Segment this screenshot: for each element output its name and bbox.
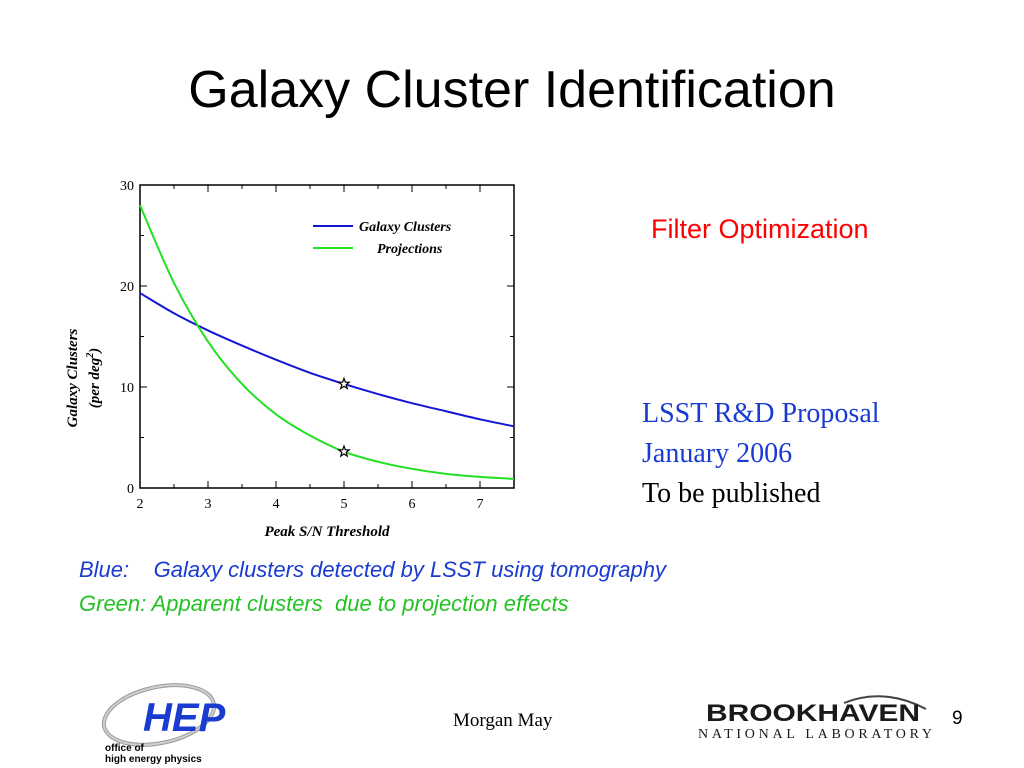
- y-tick-label: 20: [120, 280, 134, 295]
- brookhaven-logo-sub: NATIONAL LABORATORY: [698, 727, 932, 742]
- hep-logo-line2: high energy physics: [105, 754, 202, 765]
- y-axis-unit-label: (per deg2): [85, 348, 103, 408]
- x-tick-label: 5: [341, 497, 348, 512]
- legend-label: Projections: [377, 242, 443, 257]
- x-axis-label: Peak S/N Threshold: [264, 524, 390, 540]
- y-tick-label: 30: [120, 179, 134, 194]
- author-name: Morgan May: [453, 710, 553, 731]
- brookhaven-logo: BROOKHAVEN NATIONAL LABORATORY: [698, 695, 932, 742]
- x-tick-label: 3: [205, 497, 212, 512]
- hep-logo-mark: HEP: [143, 696, 226, 740]
- x-tick-label: 7: [477, 497, 484, 512]
- publication-info: LSST R&D Proposal January 2006 To be pub…: [642, 394, 880, 514]
- series-line-projections: [139, 204, 515, 480]
- caption-blue: Blue: Galaxy clusters detected by LSST u…: [79, 557, 666, 582]
- x-tick-label: 6: [409, 497, 416, 512]
- date-line: January 2006: [642, 438, 793, 469]
- page-number: 9: [952, 708, 963, 729]
- status-line: To be published: [642, 478, 821, 509]
- star-marker: [337, 444, 351, 458]
- y-tick-label: 0: [127, 482, 134, 497]
- x-tick-label: 2: [137, 497, 144, 512]
- legend-label: Galaxy Clusters: [359, 220, 452, 235]
- star-marker: [337, 376, 351, 390]
- slide-title: Galaxy Cluster Identification: [188, 61, 836, 119]
- plot-frame: [139, 184, 515, 489]
- plot-layer: 2 3 4 5 6 7 0 10 20 30 Galaxy Clusters Projections: [120, 179, 515, 512]
- x-tick-label: 4: [273, 497, 280, 512]
- series-line-galaxy-clusters: [139, 292, 515, 428]
- y-tick-label: 10: [120, 381, 134, 396]
- filter-optimization-label: Filter Optimization: [651, 214, 869, 244]
- caption-green: Green: Apparent clusters due to projecti…: [79, 591, 569, 616]
- y-axis-label-group: Galaxy Clusters (per deg2): [65, 328, 103, 427]
- y-axis-label: Galaxy Clusters: [65, 328, 81, 427]
- proposal-line: LSST R&D Proposal: [642, 398, 880, 429]
- brookhaven-logo-name: BROOKHAVEN: [706, 700, 920, 727]
- hep-logo: HEP office of high energy physics: [101, 683, 226, 765]
- hep-logo-line1: office of: [105, 743, 145, 754]
